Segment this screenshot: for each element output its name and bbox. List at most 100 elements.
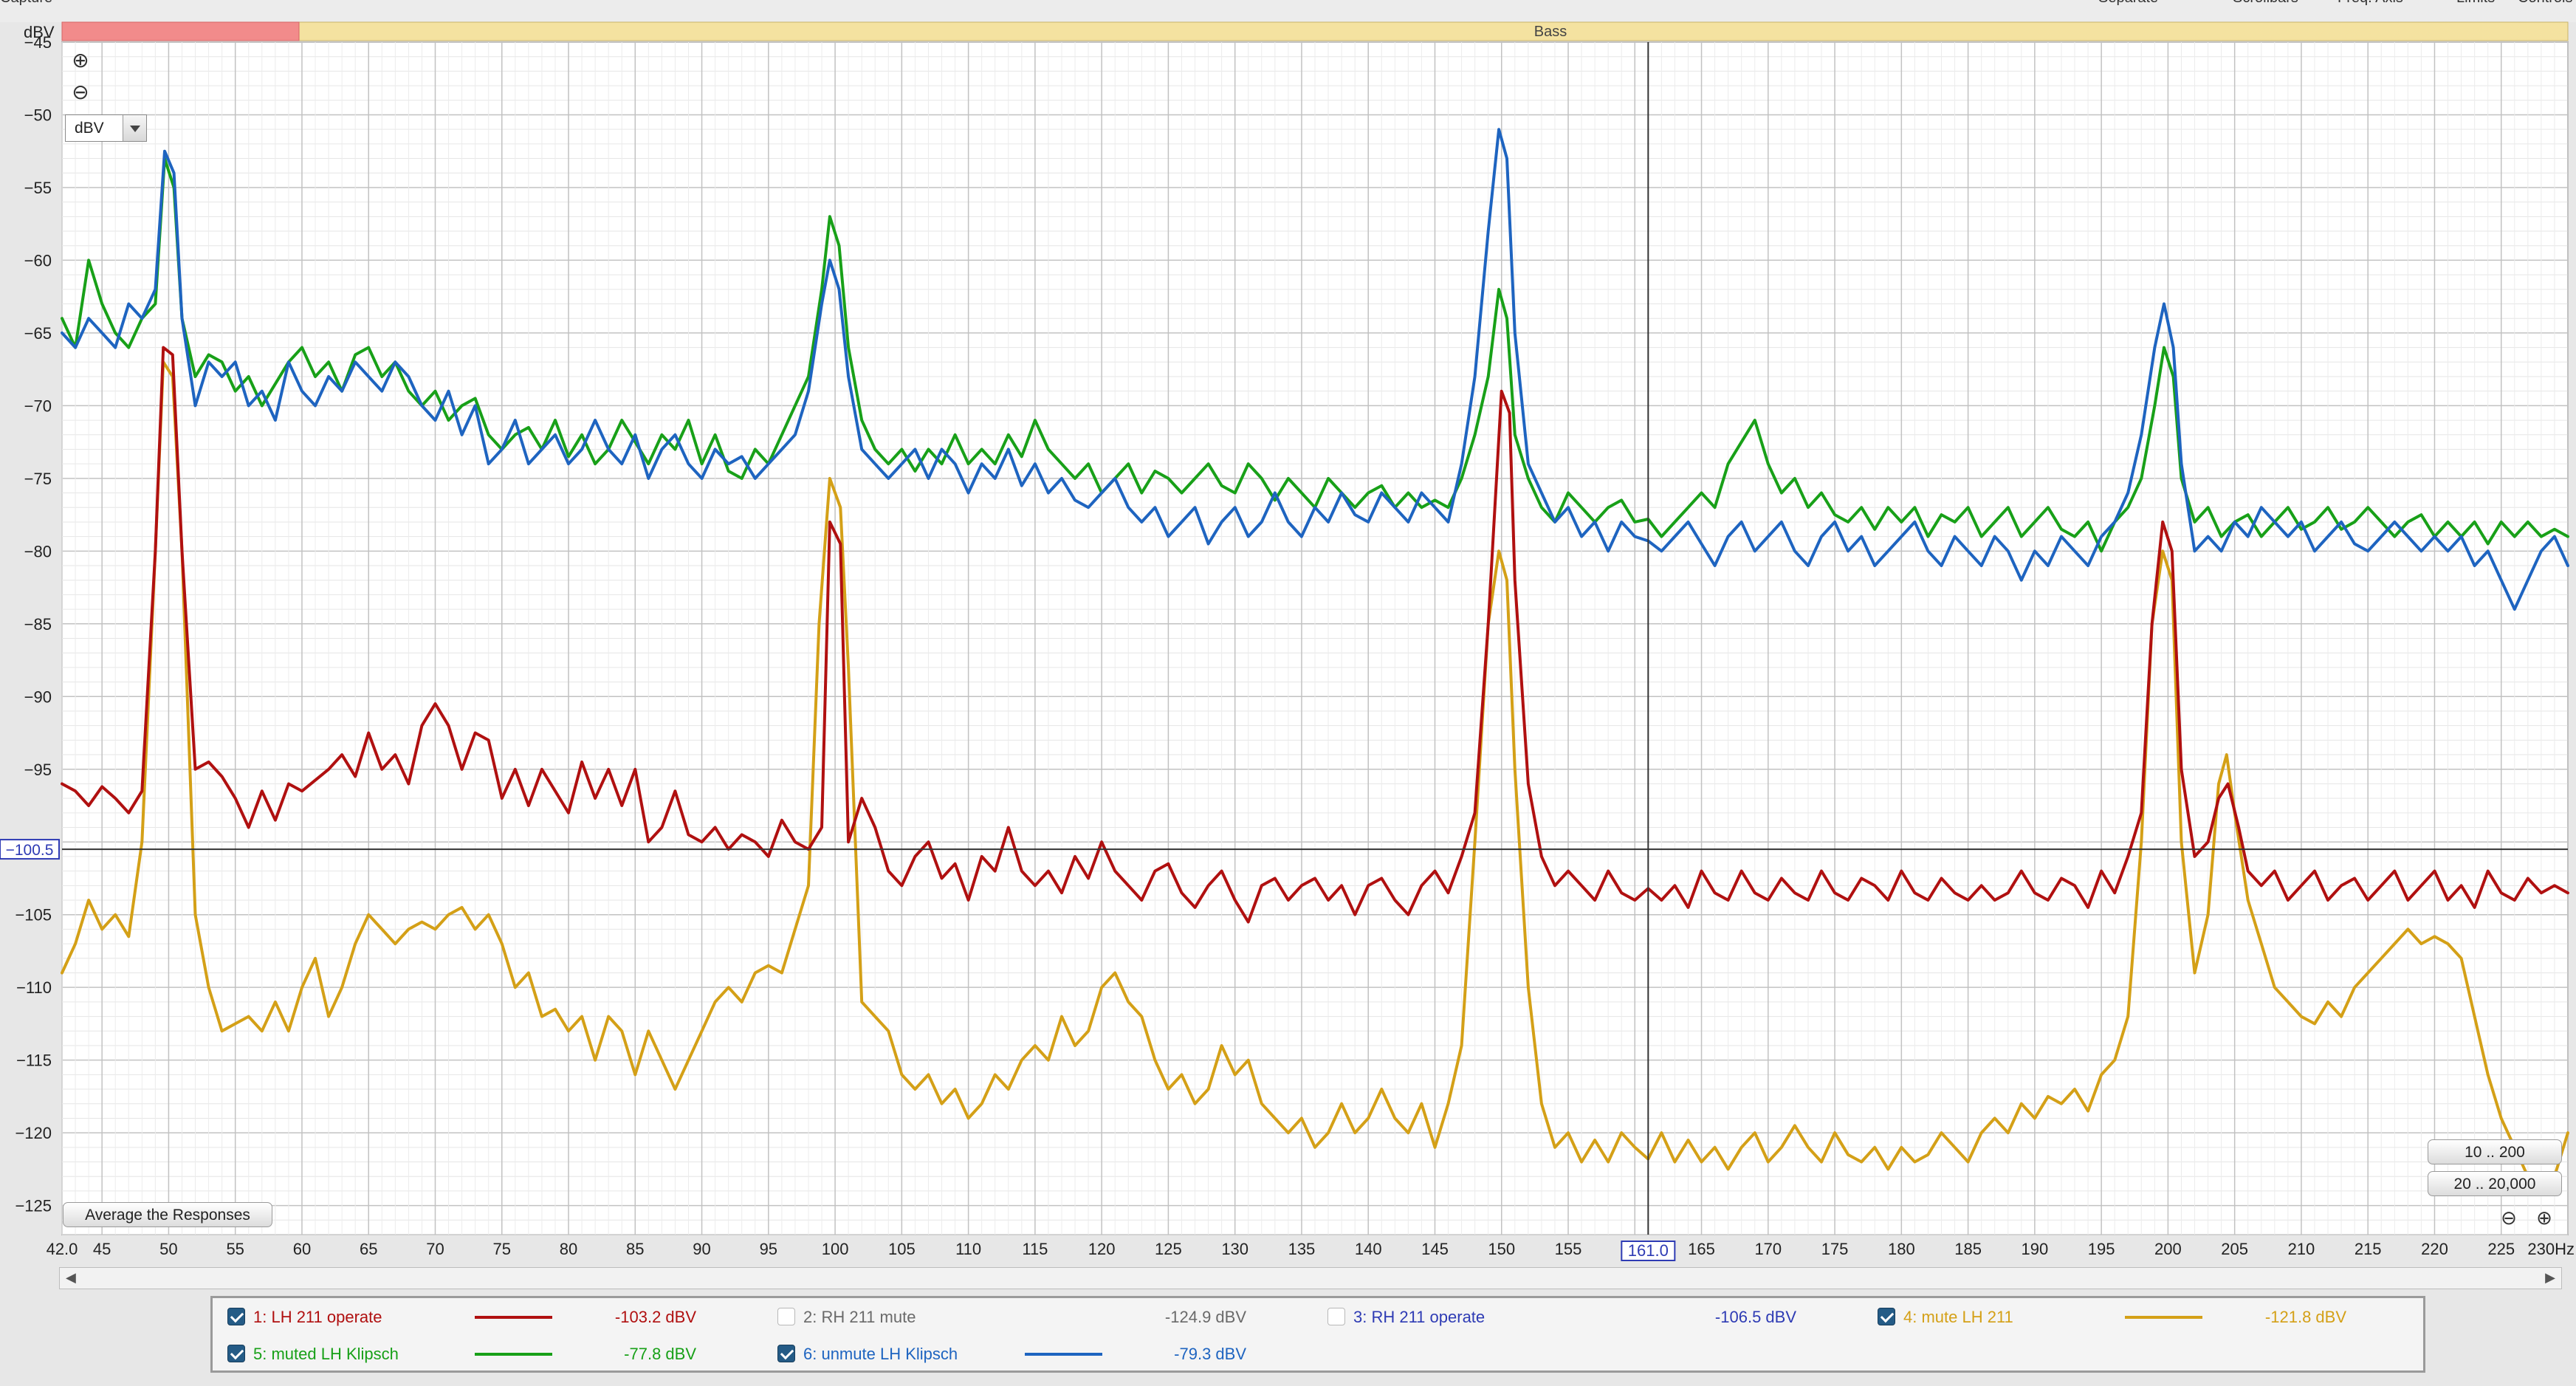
y-axis-unit-label: dBV [24, 23, 55, 41]
x-tick-label: 230Hz [2527, 1240, 2575, 1258]
y-tick-label: −60 [24, 251, 52, 270]
x-tick-label: 155 [1555, 1240, 1582, 1258]
range-band-label: Bass [1534, 24, 1567, 40]
x-tick-label: 190 [2022, 1240, 2049, 1258]
unit-dropdown[interactable]: dBV [65, 114, 147, 142]
legend-label: 3: RH 211 operate [1353, 1308, 1486, 1326]
range-band-left [61, 21, 300, 41]
y-tick-label: −120 [15, 1124, 52, 1142]
zoom-in-x-icon[interactable]: ⊕ [2536, 1207, 2552, 1229]
x-tick-label: 120 [1088, 1240, 1116, 1258]
legend-value: -124.9 dBV [1164, 1308, 1246, 1326]
x-tick-label: 225 [2487, 1240, 2515, 1258]
series-line-4 [61, 128, 2569, 611]
legend-swatch [1025, 1353, 1102, 1356]
legend-row: 5: muted LH Klipsch -77.8 dBV 6: unmute … [213, 1335, 2423, 1372]
controls-button[interactable]: Controls [2518, 0, 2572, 7]
legend-label: 2: RH 211 mute [803, 1308, 916, 1326]
limits-button[interactable]: Limits [2456, 0, 2495, 7]
x-tick-label: 165 [1688, 1240, 1715, 1258]
horizontal-scrollbar[interactable]: ◀ ▶ [59, 1267, 2562, 1289]
x-tick-label: 42.0 [47, 1240, 78, 1258]
x-tick-label: 140 [1355, 1240, 1382, 1258]
legend-label: 5: muted LH Klipsch [253, 1345, 399, 1363]
x-tick-label: 210 [2288, 1240, 2315, 1258]
x-tick-label: 205 [2221, 1240, 2248, 1258]
legend-item-6[interactable]: 6: unmute LH Klipsch -79.3 dBV [763, 1335, 1313, 1372]
x-tick-label: 85 [626, 1240, 644, 1258]
scrollbars-button[interactable]: Scrollbars [2233, 0, 2298, 7]
y-tick-label: −95 [24, 761, 52, 779]
x-tick-label: 215 [2355, 1240, 2382, 1258]
scroll-right-arrow-icon[interactable]: ▶ [2545, 1270, 2555, 1285]
zoom-in-icon[interactable]: ⊕ [72, 49, 89, 72]
legend-label: 1: LH 211 operate [253, 1308, 382, 1326]
y-tick-label: −125 [15, 1197, 52, 1215]
y-tick-label: −70 [24, 397, 52, 415]
checkbox-icon[interactable] [777, 1308, 795, 1325]
checkbox-icon[interactable] [777, 1345, 795, 1362]
x-tick-label: 125 [1155, 1240, 1182, 1258]
zoom-out-x-icon[interactable]: ⊖ [2501, 1207, 2517, 1229]
x-tick-label: 75 [493, 1240, 511, 1258]
x-tick-label: 95 [760, 1240, 777, 1258]
legend-item-4[interactable]: 4: mute LH 211 -121.8 dBV [1863, 1298, 2413, 1335]
legend-value: -121.8 dBV [2264, 1308, 2346, 1326]
separate-button[interactable]: Separate [2098, 0, 2158, 7]
legend-swatch [2125, 1316, 2202, 1319]
checkbox-icon[interactable] [227, 1308, 245, 1325]
legend-value: -103.2 dBV [614, 1308, 696, 1326]
y-tick-label: −105 [15, 906, 52, 924]
legend-swatch [475, 1353, 552, 1356]
y-tick-label: −110 [16, 978, 52, 997]
legend-swatch [475, 1316, 552, 1319]
x-tick-label: 80 [560, 1240, 577, 1258]
x-tick-label: 195 [2088, 1240, 2115, 1258]
x-tick-label: 65 [360, 1240, 377, 1258]
y-tick-label: −75 [24, 470, 52, 488]
legend-item-5[interactable]: 5: muted LH Klipsch -77.8 dBV [213, 1335, 763, 1372]
checkbox-icon[interactable] [1328, 1308, 1345, 1325]
x-tick-label: 175 [1821, 1240, 1849, 1258]
dropdown-arrow-icon[interactable] [123, 115, 146, 141]
y-tick-label: −115 [16, 1051, 52, 1070]
unit-dropdown-value: dBV [75, 120, 104, 137]
range-band [61, 21, 2569, 41]
x-tick-label: 110 [955, 1240, 981, 1258]
checkbox-icon[interactable] [227, 1345, 245, 1362]
series-line-1 [61, 346, 2569, 924]
x-tick-label: 60 [293, 1240, 311, 1258]
legend-value: -79.3 dBV [1174, 1345, 1246, 1363]
x-tick-label: 220 [2421, 1240, 2448, 1258]
x-tick-label: 135 [1288, 1240, 1316, 1258]
x-tick-label: 150 [1488, 1240, 1515, 1258]
legend-item-2[interactable]: 2: RH 211 mute -124.9 dBV [763, 1298, 1313, 1335]
cursor-x-readout-box [1621, 1241, 1676, 1261]
freq-axis-button[interactable]: Freq. Axis [2338, 0, 2403, 7]
checkbox-icon[interactable] [1878, 1308, 1895, 1325]
series-line-2 [61, 360, 2569, 1193]
legend-value: -106.5 dBV [1714, 1308, 1796, 1326]
capture-label[interactable]: Capture [0, 0, 52, 7]
x-tick-label: 115 [1022, 1240, 1048, 1258]
y-tick-label: −55 [24, 179, 52, 197]
scroll-left-arrow-icon[interactable]: ◀ [66, 1270, 76, 1285]
cursor-y-readout-box [0, 839, 60, 860]
y-tick-label: −80 [24, 542, 52, 560]
legend-item-3[interactable]: 3: RH 211 operate -106.5 dBV [1313, 1298, 1863, 1335]
legend-label: 6: unmute LH Klipsch [803, 1345, 958, 1363]
x-tick-label: 170 [1754, 1240, 1782, 1258]
average-responses-button[interactable]: Average the Responses [63, 1202, 272, 1227]
x-tick-label: 55 [226, 1240, 244, 1258]
y-tick-label: −90 [24, 687, 52, 706]
zoom-out-icon[interactable]: ⊖ [72, 80, 89, 103]
x-tick-label: 50 [159, 1240, 177, 1258]
y-tick-label: −65 [24, 324, 52, 343]
legend-item-1[interactable]: 1: LH 211 operate -103.2 dBV [213, 1298, 763, 1335]
range-20-20000-button[interactable]: 20 .. 20,000 [2428, 1171, 2562, 1196]
range-10-200-button[interactable]: 10 .. 200 [2428, 1139, 2562, 1164]
top-toolbar: Capture Separate Scrollbars Freq. Axis L… [0, 0, 2576, 22]
y-tick-label: −85 [24, 615, 52, 634]
y-tick-label: −45 [24, 33, 52, 52]
